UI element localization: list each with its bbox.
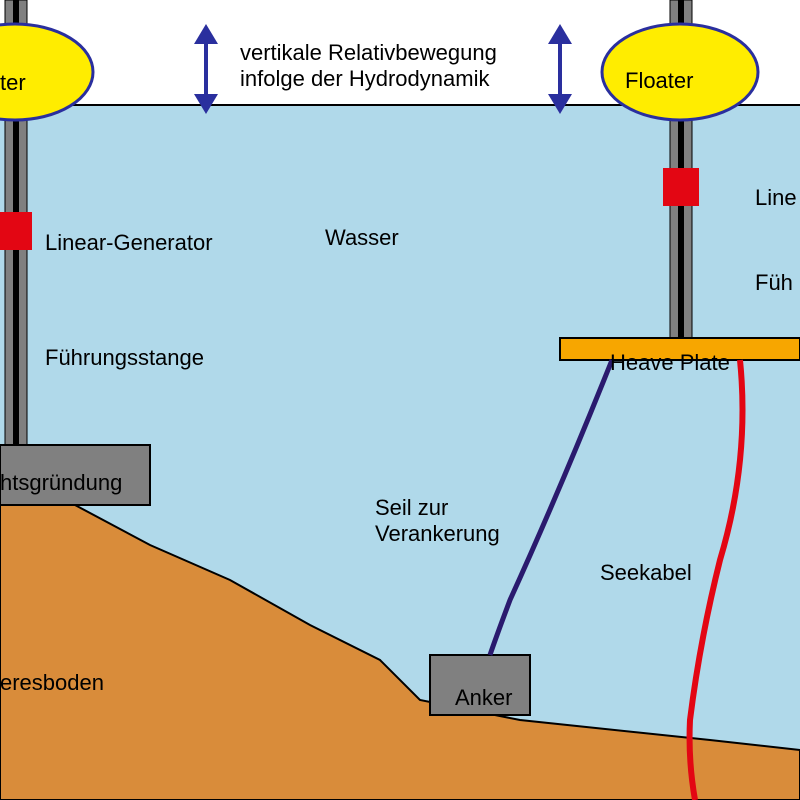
label-floater_left: ter [0,70,26,96]
label-anchor: Anker [455,685,512,711]
diagram-svg [0,0,800,800]
label-seabed: eresboden [0,670,104,696]
label-water: Wasser [325,225,399,251]
label-motion: vertikale Relativbewegunginfolge der Hyd… [240,40,497,93]
label-cable: Seekabel [600,560,692,586]
label-generator_left: Linear-Generator [45,230,213,256]
label-foundation: htsgründung [0,470,122,496]
label-heave_plate: Heave Plate [610,350,730,376]
label-rod_left: Führungsstange [45,345,204,371]
label-generator_right: Line [755,185,797,211]
label-rod_right: Füh [755,270,793,296]
label-floater_right: Floater [625,68,693,94]
label-rope: Seil zurVerankerung [375,495,500,548]
